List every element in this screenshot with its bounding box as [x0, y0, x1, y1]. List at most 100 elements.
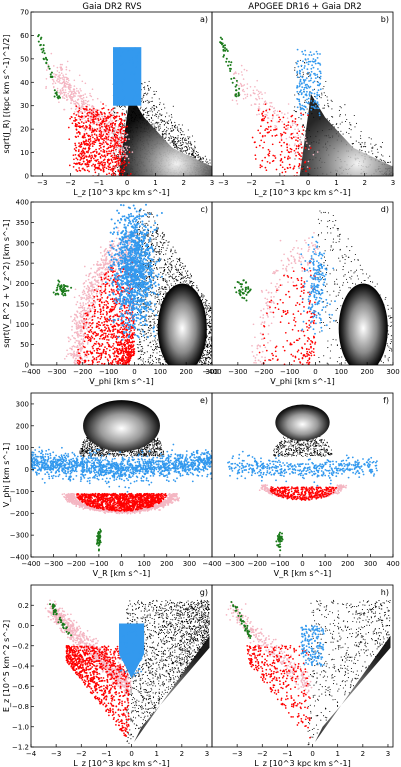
x-tick-label: 3 — [386, 750, 390, 758]
green-stars — [95, 528, 102, 552]
panel-h: −3 −2 −1 0 1 2 3 h) L_z [10^3 kpc km s^-1] — [211, 584, 394, 767]
x-tick-label: −1 — [282, 750, 292, 758]
x-tick-label: −3 — [232, 750, 242, 758]
x-tick-label: −1 — [94, 179, 104, 187]
x-tick-label: −200 — [254, 368, 273, 376]
x-tick-label: 0 — [300, 560, 304, 568]
y-tick-label: −200 — [10, 510, 29, 518]
y-tick-label: −0.6 — [12, 683, 30, 691]
y-tick-label: 300 — [16, 400, 29, 408]
scatter-area — [227, 404, 378, 552]
x-tick-label: −2 — [65, 179, 75, 187]
x-tick-label: −3 — [37, 179, 47, 187]
x-axis-label: L_z [10^3 kpc km s^-1] — [254, 759, 350, 767]
x-tick-label: −100 — [280, 368, 299, 376]
x-tick-label: −400 — [202, 560, 221, 568]
green-stars — [234, 279, 252, 302]
green-stars — [52, 279, 73, 297]
panel-label: c) — [200, 205, 208, 214]
axes-frame — [211, 584, 394, 748]
x-axis-label: L_z [10^3 kpc km s^-1] — [73, 759, 169, 767]
x-tick-label: −1 — [101, 750, 111, 758]
red-stars — [251, 103, 312, 176]
blue-stars — [300, 624, 325, 667]
panel-label: d) — [381, 205, 389, 214]
x-tick-label: −3 — [218, 179, 228, 187]
column-title-right: APOGEE DR16 + Gaia DR2 — [248, 2, 361, 12]
panel-g: −4 −3 −2 −1 0 1 2 3 −1.2 −1.0 −0.8 −0.6 −0.4 −0.2 0.0 0… — [2, 584, 213, 767]
x-axis-label: L_z [10^3 kpc km s^-1] — [73, 188, 169, 197]
y-tick-label: 50 — [20, 55, 29, 63]
x-tick-label: 3 — [391, 179, 395, 187]
blue-stars — [227, 450, 378, 487]
x-tick-label: −400 — [21, 368, 40, 376]
panel-d: −400 −300 −200 −100 0 100 200 300 d) V_phi [km s^… — [202, 201, 400, 386]
x-tick-label: −300 — [44, 560, 63, 568]
x-axis-label: V_phi [km s^-1] — [89, 377, 153, 386]
x-tick-label: 1 — [335, 750, 339, 758]
y-tick-label: 20 — [20, 126, 29, 134]
pink-stars — [231, 64, 319, 168]
y-axis-label: E_z [10^5 km^2 s^-2] — [2, 620, 11, 712]
x-axis-label: V_R [km s^-1] — [93, 569, 151, 578]
x-tick-label: 0 — [125, 179, 129, 187]
blue-block — [118, 623, 145, 679]
y-tick-label: 150 — [16, 300, 29, 308]
red-stars — [67, 103, 132, 176]
x-tick-label: 0 — [119, 560, 123, 568]
y-tick-label: 100 — [16, 321, 29, 329]
x-tick-label: −2 — [76, 750, 86, 758]
x-axis-label: L_z [10^3 kpc km s^-1] — [254, 188, 350, 197]
x-tick-label: 2 — [362, 179, 366, 187]
disc-density — [315, 635, 391, 742]
panel-c: −400 −300 −200 −100 0 100 200 300 0 50 100 150 200 25… — [2, 199, 219, 387]
green-stars — [219, 36, 241, 98]
x-tick-label: −1 — [275, 179, 285, 187]
x-tick-label: −300 — [225, 560, 244, 568]
x-tick-label: −100 — [89, 560, 108, 568]
column-title-left: Gaia DR2 RVS — [82, 2, 141, 12]
x-tick-label: 100 — [154, 368, 167, 376]
y-tick-label: 0 — [25, 466, 29, 474]
x-tick-label: 1 — [154, 750, 158, 758]
green-stars — [49, 603, 73, 637]
x-tick-label: 1 — [153, 179, 157, 187]
x-tick-label: 200 — [179, 368, 192, 376]
red-stars — [258, 257, 317, 365]
y-tick-label: −400 — [10, 554, 29, 562]
x-tick-label: −3 — [51, 750, 61, 758]
y-tick-label: 40 — [20, 79, 29, 87]
x-tick-label: 200 — [360, 368, 373, 376]
x-tick-label: 2 — [181, 179, 185, 187]
x-tick-label: 400 — [386, 560, 399, 568]
x-tick-label: −300 — [228, 368, 247, 376]
y-tick-label: 350 — [16, 219, 29, 227]
red-stars — [269, 486, 338, 501]
scatter-area — [37, 34, 212, 176]
disc-density — [299, 94, 393, 176]
panel-e: −400 −300 −200 −100 0 100 200 300−400−300−200−1… — [2, 392, 213, 578]
y-tick-label: −100 — [10, 488, 29, 496]
y-tick-label: 250 — [16, 260, 29, 268]
blue-stars — [300, 236, 336, 335]
x-tick-label: 300 — [386, 368, 399, 376]
y-tick-label: 100 — [16, 444, 29, 452]
green-stars — [37, 34, 61, 100]
y-tick-label: −0.2 — [12, 642, 29, 650]
x-tick-label: 300 — [183, 560, 196, 568]
pink-stars — [61, 492, 181, 515]
y-tick-label: 200 — [16, 422, 29, 430]
y-tick-label: −1.0 — [12, 723, 29, 731]
x-tick-label: −300 — [47, 368, 66, 376]
y-axis-label: V_phi [km s^-1] — [2, 443, 11, 507]
y-tick-label: 50 — [20, 341, 29, 349]
x-tick-label: −2 — [257, 750, 267, 758]
x-tick-label: 3 — [210, 179, 214, 187]
y-tick-label: 60 — [20, 32, 29, 40]
x-tick-label: 100 — [318, 560, 331, 568]
x-axis-label: V_phi [km s^-1] — [270, 377, 334, 386]
black-stars — [126, 599, 210, 744]
x-tick-label: 0 — [132, 368, 136, 376]
y-tick-label: −300 — [10, 532, 29, 540]
x-tick-label: 100 — [335, 368, 348, 376]
